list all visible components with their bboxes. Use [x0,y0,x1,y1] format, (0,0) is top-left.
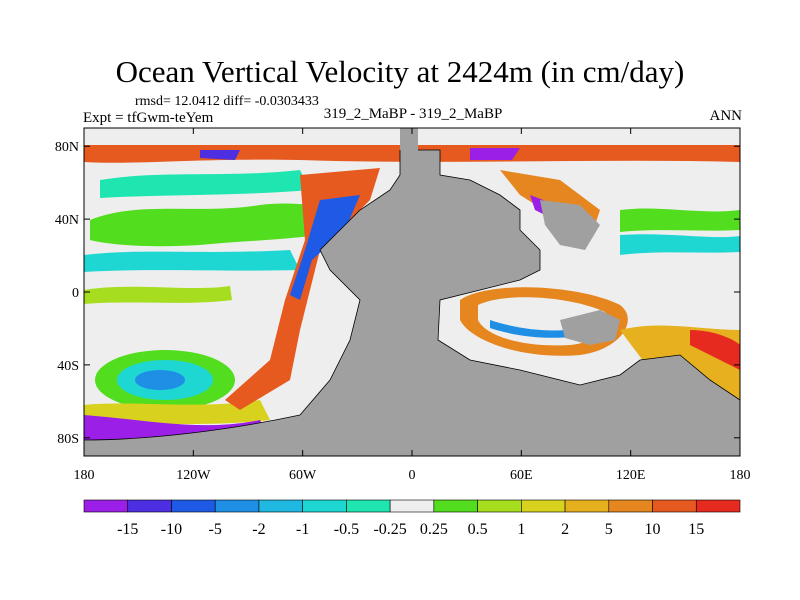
colorbar-swatch [258,499,303,513]
colorbar-swatch [521,499,566,513]
colorbar-swatch [652,499,697,513]
colorbar-swatch [171,499,216,513]
colorbar-label: 1 [517,521,525,538]
colorbar-swatch [346,499,391,513]
x-tick-label: 120W [176,468,211,483]
field-southern-red [690,330,740,370]
y-tick-label: 40N [55,213,79,228]
y-tick-label: 80N [55,140,79,155]
colorbar-label: -10 [161,521,182,538]
field-arctic-violet [200,150,240,160]
colorbar-swatch [302,499,347,513]
field-north-west-pacific [620,208,740,232]
colorbar-label: -1 [296,521,309,538]
x-tick-label: 0 [409,468,416,483]
experiment-label: Expt = tfGwm-teYem [83,110,214,126]
coastline-antarctica [84,414,301,441]
colorbar-label: 15 [688,521,704,538]
colorbar-swatch [214,499,260,513]
colorbar-swatch [83,499,129,513]
colorbar-label: -15 [117,521,138,538]
coastline-outline [84,149,740,441]
colorbar-label: -2 [252,521,265,538]
colorbar-label: 10 [645,521,661,538]
field-north-pacific-strip [84,250,300,272]
chart-title: Ocean Vertical Velocity at 2424m (in cm/… [115,54,685,89]
colorbar-label: -5 [209,521,222,538]
colorbar-swatch [389,499,435,513]
land-asia-islands [540,200,600,250]
colorbar-swatch [433,499,478,513]
colorbar-swatch [564,499,610,513]
y-tick-label: 0 [72,286,79,301]
colorbar-swatch [608,499,653,513]
y-tick-label: 40S [57,359,79,374]
field-north-pacific-teal [100,170,310,198]
y-axis: 80N 40N 0 40S 80S [55,140,740,447]
x-tick-label: 60E [510,468,533,483]
field-north-pacific-band [90,203,350,247]
rmsd-diff-stats: rmsd= 12.0412 diff= -0.0303433 [135,94,319,109]
colorbar-label: 2 [561,521,569,538]
colorbar-label: 0.5 [468,521,488,538]
x-tick-label: 180 [74,468,95,483]
colorbar-swatch [695,499,741,513]
field-arctic-violet-2 [470,148,520,160]
colorbar-swatch [477,499,522,513]
land-americas-africa [84,128,740,456]
land-australia [560,310,620,345]
coastline-americas [299,150,401,416]
x-tick-label: 180 [730,468,751,483]
field-pacific-yellow [84,286,232,304]
season-label: ANN [709,108,743,124]
colorbar-label: 0.25 [420,521,448,538]
field-northwest-teal [620,234,740,255]
x-axis: 180 120W 60W 0 60E 120E 180 [74,128,751,483]
plot-area [84,128,740,456]
colorbar-label: -0.5 [334,521,359,538]
experiment-subtitle: 319_2_MaBP - 319_2_MaBP [323,106,503,122]
x-tick-label: 120E [616,468,646,483]
y-tick-label: 80S [57,432,79,447]
field-south-pacific-inner [135,370,185,390]
x-tick-label: 60W [289,468,317,483]
colorbar-label: 5 [605,521,613,538]
coastline-africa-asia [418,149,740,401]
colorbar-swatch [127,499,172,513]
colorbar-label: -0.25 [373,521,406,538]
colorbar: -15 -10 -5 -2 -1 -0.5 -0.25 0.25 0.5 1 2 5 10 15 [83,499,741,538]
land-mask [84,128,740,456]
